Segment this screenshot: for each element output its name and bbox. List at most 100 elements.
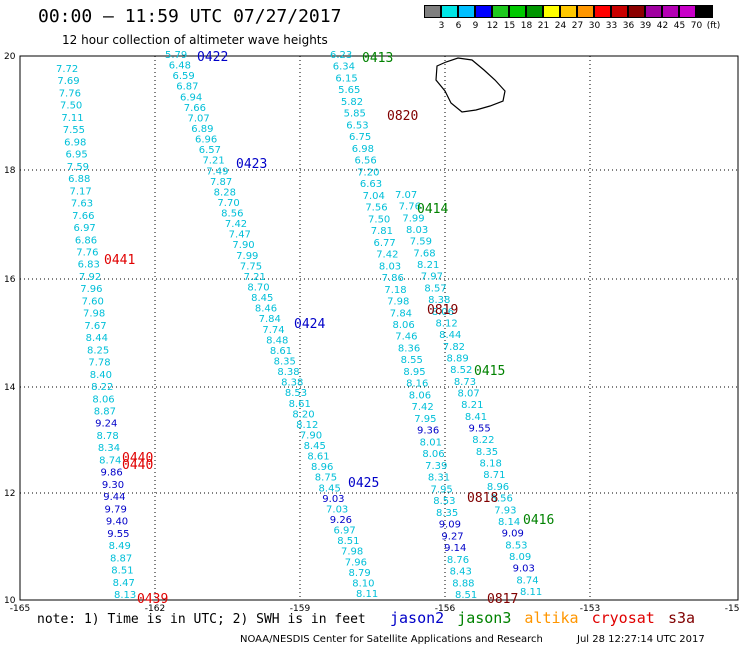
wave-height-value: 9.09 xyxy=(439,520,461,531)
wave-height-value: 7.76 xyxy=(76,247,98,258)
wave-height-value: 6.98 xyxy=(352,144,374,155)
lat-tick-label: 16 xyxy=(4,275,16,285)
wave-height-value: 8.53 xyxy=(505,540,527,551)
wave-height-value: 7.90 xyxy=(300,430,322,441)
wave-height-value: 7.76 xyxy=(399,202,421,213)
wave-height-value: 7.99 xyxy=(402,213,424,224)
wave-height-value: 8.52 xyxy=(450,365,472,376)
wave-height-value: 8.38 xyxy=(281,378,303,389)
wave-height-value: 7.90 xyxy=(232,240,254,251)
wave-height-value: 6.48 xyxy=(169,61,191,72)
wave-height-value: 7.99 xyxy=(236,251,258,262)
legend-label: 18 xyxy=(520,21,533,31)
wave-height-value: 8.57 xyxy=(424,283,446,294)
wave-height-value: 7.59 xyxy=(67,162,89,173)
satellite-name-cryosat: cryosat xyxy=(591,609,655,627)
wave-height-value: 7.20 xyxy=(357,167,379,178)
wave-height-value: 7.93 xyxy=(494,505,516,516)
wave-height-value: 8.12 xyxy=(435,318,457,329)
pass-number-label: 0820 xyxy=(387,109,418,124)
wave-height-value: 7.69 xyxy=(57,76,79,87)
wave-height-value: 9.36 xyxy=(417,426,439,437)
wave-height-value: 8.13 xyxy=(114,590,136,601)
wave-height-value: 7.84 xyxy=(390,308,412,319)
legend-label: 6 xyxy=(455,21,462,31)
wave-height-value: 8.78 xyxy=(96,431,118,442)
wave-height-value: 8.18 xyxy=(480,459,502,470)
pass-number-label: 0439 xyxy=(137,592,168,607)
legend-label: 39 xyxy=(639,21,652,31)
wave-height-value: 6.63 xyxy=(360,179,382,190)
wave-height-value: 7.86 xyxy=(382,273,404,284)
wave-height-value: 7.76 xyxy=(59,88,81,99)
wave-height-value: 8.35 xyxy=(274,356,296,367)
legend-swatch xyxy=(458,5,475,18)
wave-height-value: 8.21 xyxy=(461,400,483,411)
wave-height-value: 9.03 xyxy=(322,494,344,505)
units-note: note: 1) Time is in UTC; 2) SWH is in fe… xyxy=(37,612,366,627)
wave-height-value: 8.06 xyxy=(92,394,114,405)
wave-height-value: 7.21 xyxy=(244,272,266,283)
legend-label: 21 xyxy=(537,21,550,31)
wave-height-value: 7.47 xyxy=(229,230,251,241)
wave-height-value: 6.97 xyxy=(74,223,96,234)
pass-number-label: 0422 xyxy=(197,50,228,65)
lon-tick-label: -165 xyxy=(10,604,30,614)
legend-label: 24 xyxy=(554,21,567,31)
wave-height-value: 7.97 xyxy=(421,272,443,283)
wave-height-value: 8.61 xyxy=(289,399,311,410)
wave-height-value: 7.66 xyxy=(72,211,94,222)
wave-height-value: 5.79 xyxy=(165,50,187,61)
wave-height-value: 7.42 xyxy=(225,219,247,230)
wave-height-value: 7.72 xyxy=(56,64,78,75)
satellite-name-jason2: jason2 xyxy=(390,609,445,627)
legend-label: 42 xyxy=(656,21,669,31)
pass-number-label: 0440 xyxy=(122,458,153,473)
legend-label: (ft) xyxy=(706,21,721,31)
wave-height-value: 7.07 xyxy=(187,113,209,124)
legend-label: 3 xyxy=(438,21,445,31)
wave-height-value: 7.18 xyxy=(384,285,406,296)
wave-height-value: 5.82 xyxy=(341,97,363,108)
wave-height-value: 8.51 xyxy=(111,566,133,577)
wave-height-value: 8.38 xyxy=(428,295,450,306)
pass-number-label: 0425 xyxy=(348,476,379,491)
wave-height-value: 7.68 xyxy=(413,248,435,259)
wave-height-value: 8.44 xyxy=(439,330,461,341)
legend-label: 30 xyxy=(588,21,601,31)
wave-height-value: 7.55 xyxy=(63,125,85,136)
wave-height-value: 7.56 xyxy=(365,203,387,214)
wave-height-value: 8.28 xyxy=(214,187,236,198)
wave-height-value: 6.86 xyxy=(75,235,97,246)
wave-height-value: 8.79 xyxy=(349,568,371,579)
legend-label: 27 xyxy=(571,21,584,31)
wave-height-value: 8.45 xyxy=(304,441,326,452)
wave-height-value: 7.96 xyxy=(345,557,367,568)
wave-height-value: 7.46 xyxy=(395,332,417,343)
pass-number-label: 0441 xyxy=(104,253,135,268)
wave-height-value: 8.07 xyxy=(458,389,480,400)
wave-height-value: 8.48 xyxy=(266,335,288,346)
wave-height-value: 9.27 xyxy=(441,531,463,542)
wave-height-value: 8.35 xyxy=(436,508,458,519)
legend-swatch xyxy=(509,5,526,18)
lat-tick-label: 14 xyxy=(4,383,16,393)
wave-height-value: 9.55 xyxy=(107,529,129,540)
legend-label: 70 xyxy=(690,21,703,31)
wave-height-value: 8.03 xyxy=(379,261,401,272)
legend-label: 12 xyxy=(486,21,499,31)
legend-swatch xyxy=(543,5,560,18)
wave-height-value: 8.34 xyxy=(98,443,120,454)
wave-height-value: 5.65 xyxy=(338,85,360,96)
wave-height-value: 8.87 xyxy=(110,553,132,564)
wave-height-value: 8.22 xyxy=(472,435,494,446)
pass-number-label: 0424 xyxy=(294,317,325,332)
wave-height-value: 8.88 xyxy=(452,578,474,589)
wave-height-value: 8.56 xyxy=(221,209,243,220)
legend-swatch xyxy=(696,5,713,18)
wave-height-value: 6.97 xyxy=(334,526,356,537)
wave-height-value: 8.61 xyxy=(270,346,292,357)
wave-height-value: 7.82 xyxy=(443,342,465,353)
wave-height-value: 6.94 xyxy=(180,92,202,103)
